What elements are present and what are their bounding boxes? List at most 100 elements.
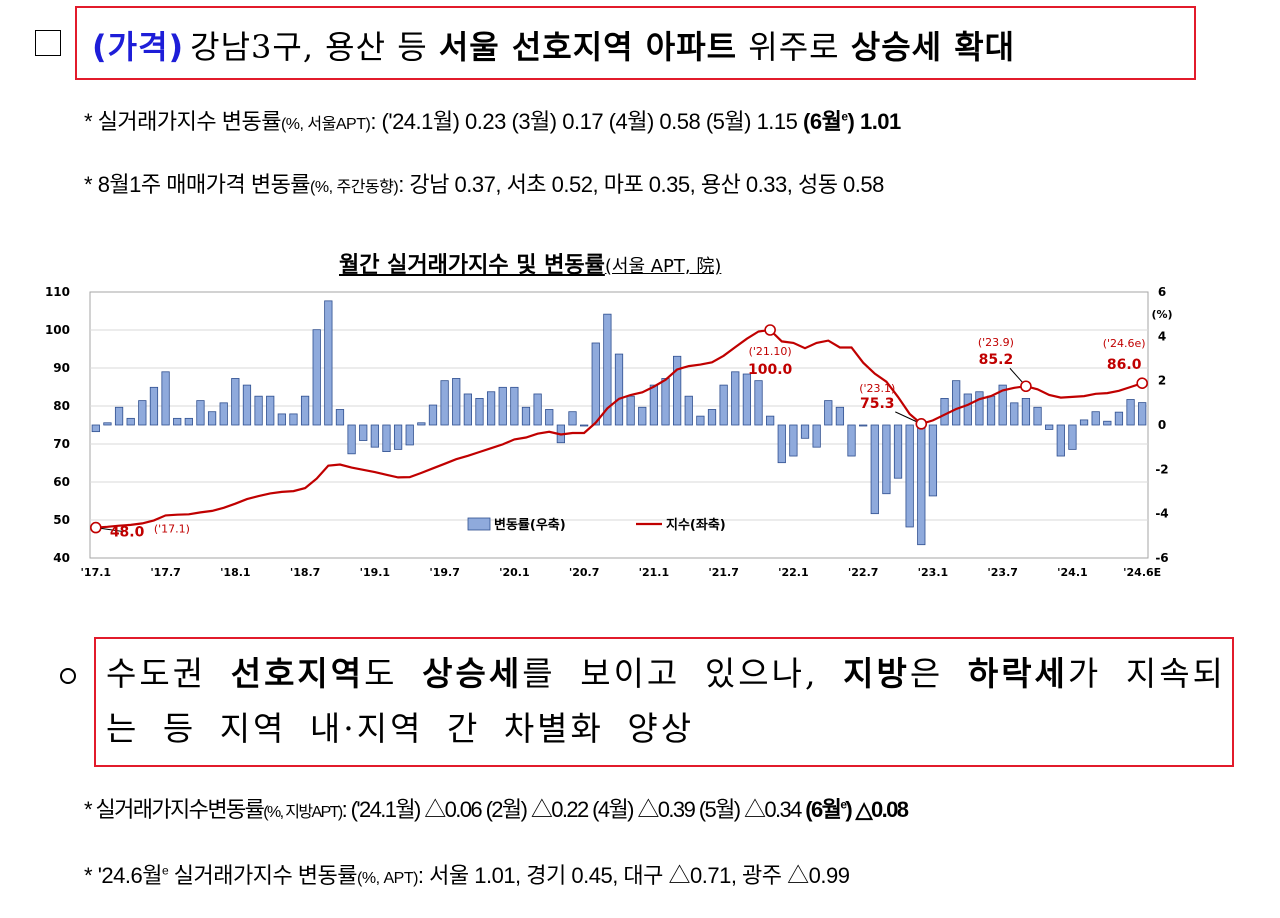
change-rate-bar <box>917 424 926 546</box>
change-rate-bar <box>812 424 821 448</box>
index-chart: 40 50 60 70 80 90 100 110 -6 -4 -2 0 2 4 6 (%) '17.1 '17.… <box>45 285 1173 579</box>
change-rate-bar <box>277 413 286 426</box>
annotation-period: ('23.1) <box>859 382 895 395</box>
note-bold-pre: (6월 <box>803 109 842 134</box>
legend-line-label: 지수(좌축) <box>666 517 726 533</box>
change-rate-bar <box>591 342 600 426</box>
change-rate-bar <box>975 391 984 426</box>
note-unit: (%, 서울APT) <box>280 116 371 133</box>
change-rate-bar <box>1114 411 1124 426</box>
change-rate-bar <box>952 380 961 426</box>
para-text: 가 지속되는 등 지역 내·지역 간 차별화 양상 <box>106 654 1226 748</box>
change-rate-bar <box>859 424 868 427</box>
change-rate-bar <box>719 384 728 426</box>
change-rate-bar <box>1010 402 1019 426</box>
note-seoul-index: * 실거래가지수 변동률(%, 서울APT): ('24.1월) 0.23 (3… <box>84 104 901 136</box>
change-rate-bar <box>242 384 252 426</box>
note-star: * <box>84 109 98 134</box>
note-bold-post: ) △0.08 <box>845 797 909 822</box>
change-rate-bar <box>835 406 845 426</box>
para-bold: 상승세 <box>422 654 523 693</box>
change-rate-bar <box>498 386 507 426</box>
headline-text-d: 상승세 확대 <box>850 28 1016 66</box>
change-rate-bar <box>1138 402 1147 426</box>
change-rate-bar <box>545 409 554 426</box>
para-text: 은 <box>909 654 968 693</box>
para-text: 수도권 <box>106 654 231 693</box>
checkbox-square-icon <box>35 30 61 56</box>
headline: (가격) 강남3구, 용산 등 서울 선호지역 아파트 위주로 상승세 확대 <box>92 22 1192 68</box>
bullet-paragraph: 수도권 선호지역도 상승세를 보이고 있으나, 지방은 하락세가 지속되는 등 … <box>106 646 1226 756</box>
change-rate-bar <box>626 395 635 426</box>
change-rate-bar <box>905 424 914 528</box>
change-rate-bar <box>510 386 519 426</box>
change-rate-bar <box>114 406 124 426</box>
note-label: 실거래가지수 변동률 <box>97 109 282 134</box>
annotation-marker <box>915 418 928 430</box>
change-rate-bar <box>603 313 612 426</box>
x-tick-label: '22.7 <box>848 566 879 579</box>
chart-title: 월간 실거래가지수 및 변동률(서울 APT, 院) <box>339 247 721 279</box>
annotation-value: 48.0 <box>110 525 145 541</box>
note-bold-sup: e <box>840 797 847 812</box>
change-rate-bar <box>312 329 321 426</box>
right-tick-label: -6 <box>1155 551 1168 565</box>
change-rate-bar <box>231 378 240 426</box>
legend-bar-label: 변동률(우축) <box>494 517 566 533</box>
change-rate-bar <box>475 398 484 426</box>
x-tick-label: '18.1 <box>220 566 251 579</box>
annotation-value: 86.0 <box>1107 357 1142 373</box>
x-tick-label: '22.1 <box>778 566 809 579</box>
note-bold-sup: e <box>841 109 848 124</box>
right-tick-label: 2 <box>1158 374 1166 388</box>
change-rate-bar <box>405 424 414 446</box>
change-rate-bar <box>173 417 182 426</box>
change-rate-bar <box>649 384 658 426</box>
change-rate-bar <box>382 424 391 453</box>
para-text: 도 <box>364 654 423 693</box>
x-tick-label: '17.7 <box>150 566 181 579</box>
change-rate-bar <box>963 393 972 426</box>
change-rate-bar <box>614 353 624 426</box>
change-rate-bar <box>196 400 205 426</box>
change-rate-bar <box>149 386 159 426</box>
change-rate-bar <box>254 395 263 426</box>
change-rate-bar <box>533 393 542 426</box>
annotation-marker <box>90 521 102 534</box>
annotation-period: ('24.6e) <box>1103 337 1146 350</box>
note-unit: (%, 주간동향) <box>310 179 399 196</box>
x-tick-label: '20.7 <box>569 566 600 579</box>
change-rate-bar <box>1091 411 1100 426</box>
change-rate-bar <box>998 384 1007 426</box>
right-tick-label: 4 <box>1158 329 1166 343</box>
right-axis-unit: (%) <box>1151 308 1172 321</box>
right-tick-label: 0 <box>1158 418 1166 432</box>
change-rate-bar <box>347 424 356 455</box>
change-rate-bar <box>1045 424 1054 430</box>
change-rate-bar <box>103 422 112 426</box>
right-tick-label: -2 <box>1155 462 1168 476</box>
note-unit: (%, APT) <box>357 870 418 887</box>
para-bold: 하락세 <box>967 654 1068 693</box>
note-body: : ('24.1월) 0.23 (3월) 0.17 (4월) 0.58 (5월)… <box>370 109 804 134</box>
change-rate-bar <box>568 411 577 426</box>
change-rate-bar <box>754 380 763 426</box>
right-tick-label: -4 <box>1155 507 1168 521</box>
note-label: 실거래가지수 변동률 <box>168 863 358 888</box>
left-tick-label: 90 <box>53 361 70 375</box>
change-rate-bar <box>673 355 682 426</box>
change-rate-bar <box>1021 398 1031 426</box>
note-label: 실거래가지수변동률 <box>95 797 264 822</box>
x-tick-label: '18.7 <box>290 566 321 579</box>
change-rate-bar <box>800 424 810 439</box>
change-rate-bar <box>1103 420 1112 426</box>
x-tick-label: '19.7 <box>429 566 460 579</box>
annotation-value: 100.0 <box>748 362 793 378</box>
annotation-value: 75.3 <box>860 396 895 412</box>
note-body: : 강남 0.37, 서초 0.52, 마포 0.35, 용산 0.33, 성동… <box>398 172 884 197</box>
chart-title-sub: (서울 APT, 院) <box>604 256 722 277</box>
left-tick-label: 70 <box>53 437 70 451</box>
note-regional-index: * 실거래가지수변동률(%, 지방APT): ('24.1월) △0.06 (2… <box>84 792 909 824</box>
change-rate-bar <box>893 424 903 479</box>
circle-bullet-icon <box>60 668 76 684</box>
